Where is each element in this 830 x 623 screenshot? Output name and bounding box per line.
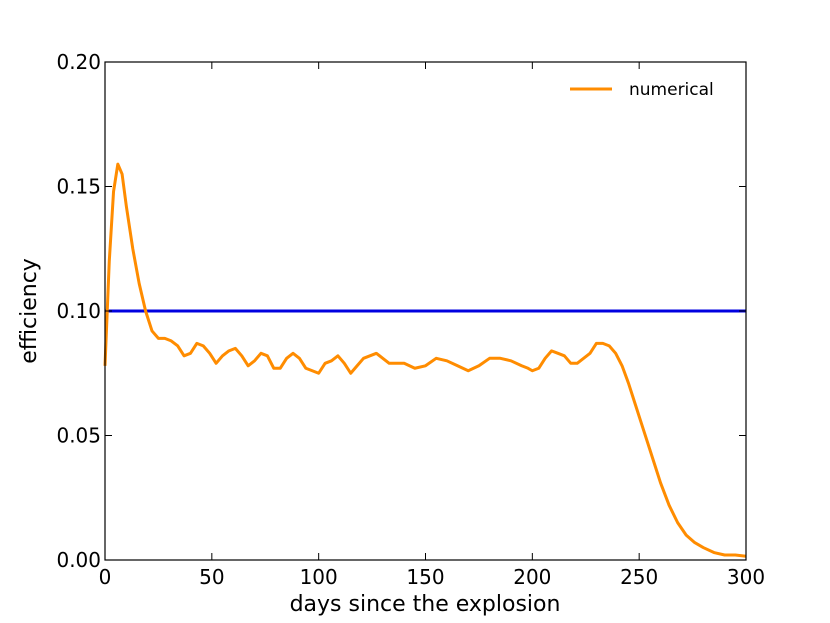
plot-lines bbox=[103, 162, 747, 558]
legend-label: numerical bbox=[629, 80, 714, 100]
x-tick-label: 50 bbox=[199, 565, 224, 589]
x-tick-label: 300 bbox=[727, 565, 765, 589]
x-tick-label: 250 bbox=[620, 565, 658, 589]
x-tick-label: 100 bbox=[300, 565, 338, 589]
axis-ticks: 0 50 100 150 200 250 300 0.00 0.05 0.10 0.15 0.20 bbox=[56, 50, 765, 589]
x-tick-label: 0 bbox=[99, 565, 112, 589]
x-tick-label: 200 bbox=[513, 565, 551, 589]
numerical-line bbox=[103, 162, 747, 558]
y-tick-label: 0.20 bbox=[56, 50, 101, 74]
legend: numerical bbox=[570, 80, 714, 100]
x-tick-label: 150 bbox=[406, 565, 444, 589]
y-tick-label: 0.10 bbox=[56, 299, 101, 323]
y-axis-label: efficiency bbox=[17, 258, 42, 364]
y-tick-label: 0.00 bbox=[56, 548, 101, 572]
y-tick-label: 0.15 bbox=[56, 175, 101, 199]
x-axis-label: days since the explosion bbox=[290, 592, 561, 617]
y-tick-label: 0.05 bbox=[56, 424, 101, 448]
